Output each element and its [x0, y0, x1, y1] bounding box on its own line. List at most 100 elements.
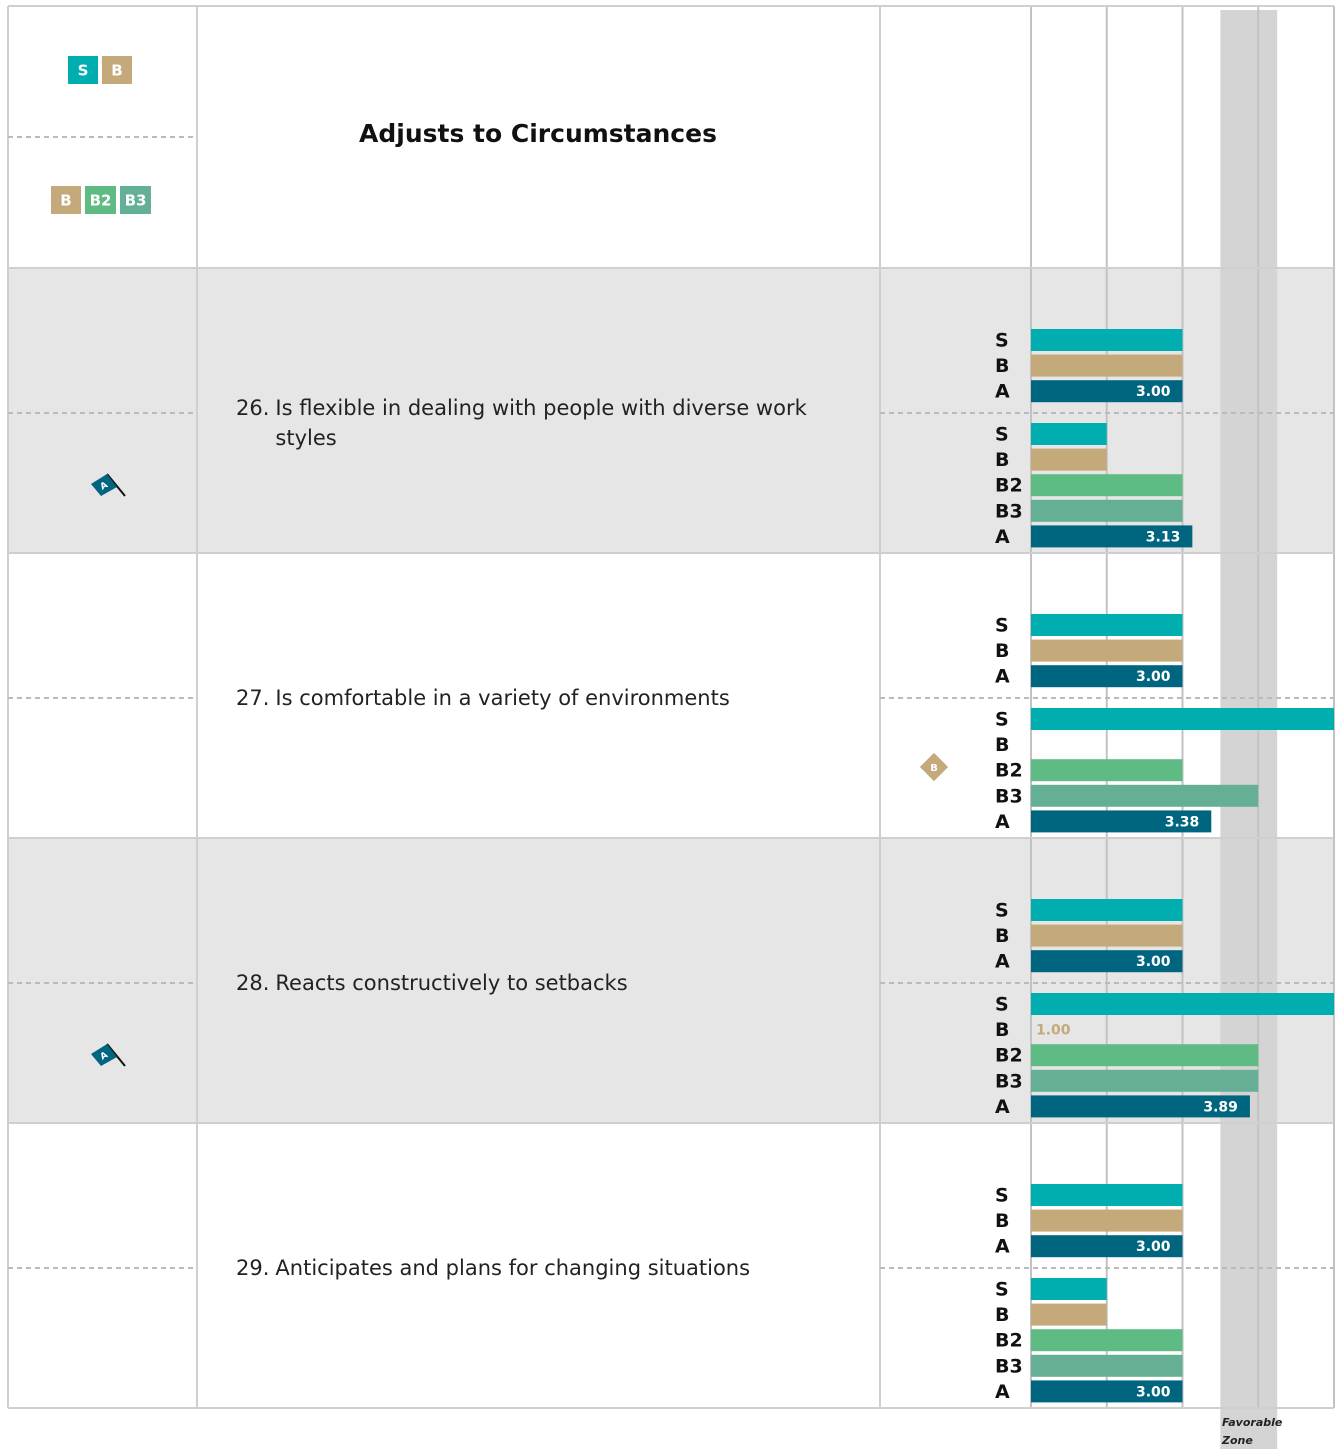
bar — [1031, 1354, 1183, 1377]
bar-name: B3 — [995, 1355, 1023, 1377]
bar-value-label: 3.13 — [1146, 529, 1181, 545]
item-text: 29. Anticipates and plans for changing si… — [236, 1253, 836, 1283]
bar — [1031, 1329, 1183, 1352]
bar — [1031, 423, 1107, 445]
flag-pole — [106, 1043, 126, 1067]
bar — [1031, 665, 1183, 688]
bar — [1031, 950, 1183, 973]
bar-value-label: 3.00 — [1136, 954, 1171, 970]
bar-name: S — [995, 330, 1009, 352]
bar-name: A — [995, 1236, 1010, 1258]
bar-name: S — [995, 900, 1009, 922]
bar-name: B — [995, 1304, 1009, 1326]
bar-name: B — [995, 1210, 1009, 1232]
bar-name: B2 — [995, 475, 1023, 497]
bar — [1031, 614, 1183, 636]
bar-name: A — [995, 951, 1010, 973]
bar-name: S — [995, 1279, 1009, 1301]
legend-badge-label: B — [60, 192, 71, 210]
item-label: Is flexible in dealing with people with … — [275, 396, 807, 450]
flag-pole — [106, 473, 126, 497]
bar — [1031, 1278, 1107, 1300]
bar — [1031, 993, 1334, 1015]
bar-name: B — [995, 355, 1009, 377]
bar — [1031, 1235, 1183, 1258]
bar-value-label: 3.00 — [1136, 384, 1171, 400]
favorable-zone-label: Favorable Zone — [1222, 1416, 1283, 1447]
marker-icon: B — [919, 752, 949, 782]
flag-icon: A — [91, 473, 126, 497]
item-label: Is comfortable in a variety of environme… — [275, 686, 730, 710]
bar-value-label: 1.00 — [1036, 1023, 1071, 1039]
bar-name: B3 — [995, 500, 1023, 522]
bar — [1031, 1380, 1183, 1403]
item-label: Reacts constructively to setbacks — [275, 971, 628, 995]
header-title: Adjusts to Circumstances — [359, 119, 717, 148]
bar-name: S — [995, 615, 1009, 637]
item-number: 26. — [236, 396, 270, 420]
bar-name: B — [995, 734, 1009, 756]
bar-name: S — [995, 994, 1009, 1016]
bar — [1031, 784, 1259, 807]
flag-icon: A — [91, 1043, 126, 1067]
bar — [1031, 639, 1183, 662]
bar — [1031, 1184, 1183, 1206]
bar-name: B3 — [995, 1070, 1023, 1092]
legend-badge — [120, 186, 151, 214]
bar-name: B — [995, 449, 1009, 471]
bar-name: A — [995, 381, 1010, 403]
bar-name: A — [995, 666, 1010, 688]
bar-name: B2 — [995, 1330, 1023, 1352]
bar — [1031, 499, 1183, 522]
bar-value-label: 3.00 — [1136, 669, 1171, 685]
item-number: 28. — [236, 971, 270, 995]
bar-name: A — [995, 1096, 1010, 1118]
marker-shape — [919, 752, 949, 782]
bar — [1031, 1044, 1259, 1067]
flag-label: A — [99, 480, 110, 492]
legend-badge-label: B — [111, 62, 122, 80]
bar — [1031, 1069, 1259, 1092]
legend-badge — [85, 186, 116, 214]
bar — [1031, 708, 1334, 730]
bar — [1031, 474, 1183, 497]
bar-name: B2 — [995, 1045, 1023, 1067]
bar — [1031, 1209, 1183, 1232]
legend-badge — [102, 56, 132, 84]
bar-name: S — [995, 1185, 1009, 1207]
legend-badge-label: S — [78, 62, 89, 80]
legend-badge-label: B2 — [90, 192, 112, 210]
item-number: 27. — [236, 686, 270, 710]
bar — [1031, 354, 1183, 377]
legend-badge-label: B3 — [125, 192, 147, 210]
legend-badge — [68, 56, 98, 84]
flag-label: A — [99, 1050, 110, 1062]
item-label: Anticipates and plans for changing situa… — [275, 1256, 751, 1280]
bar-value-label: 3.00 — [1136, 1384, 1171, 1400]
bar-value-label: 3.00 — [1136, 1239, 1171, 1255]
bar — [1031, 924, 1183, 947]
flag-shape — [91, 1044, 117, 1066]
bar-name: A — [995, 811, 1010, 833]
marker-label: B — [930, 763, 938, 774]
item-number: 29. — [236, 1256, 270, 1280]
bar-name: B — [995, 640, 1009, 662]
bar-name: B — [995, 925, 1009, 947]
bar-name: A — [995, 1381, 1010, 1403]
bar-name: A — [995, 526, 1010, 548]
bar-name: S — [995, 424, 1009, 446]
flag-shape — [91, 474, 117, 496]
item-text: 28. Reacts constructively to setbacks — [236, 968, 836, 998]
bar — [1031, 525, 1193, 548]
bar-value-label: 3.89 — [1203, 1099, 1238, 1115]
bar-name: B — [995, 1019, 1009, 1041]
bar — [1031, 448, 1107, 471]
bar — [1031, 1303, 1107, 1326]
bar — [1031, 380, 1183, 403]
bar-value-label: 3.38 — [1165, 814, 1200, 830]
legend-badge — [51, 186, 81, 214]
bar — [1031, 810, 1212, 833]
bar — [1031, 899, 1183, 921]
item-text: 26. Is flexible in dealing with people wi… — [236, 393, 836, 453]
